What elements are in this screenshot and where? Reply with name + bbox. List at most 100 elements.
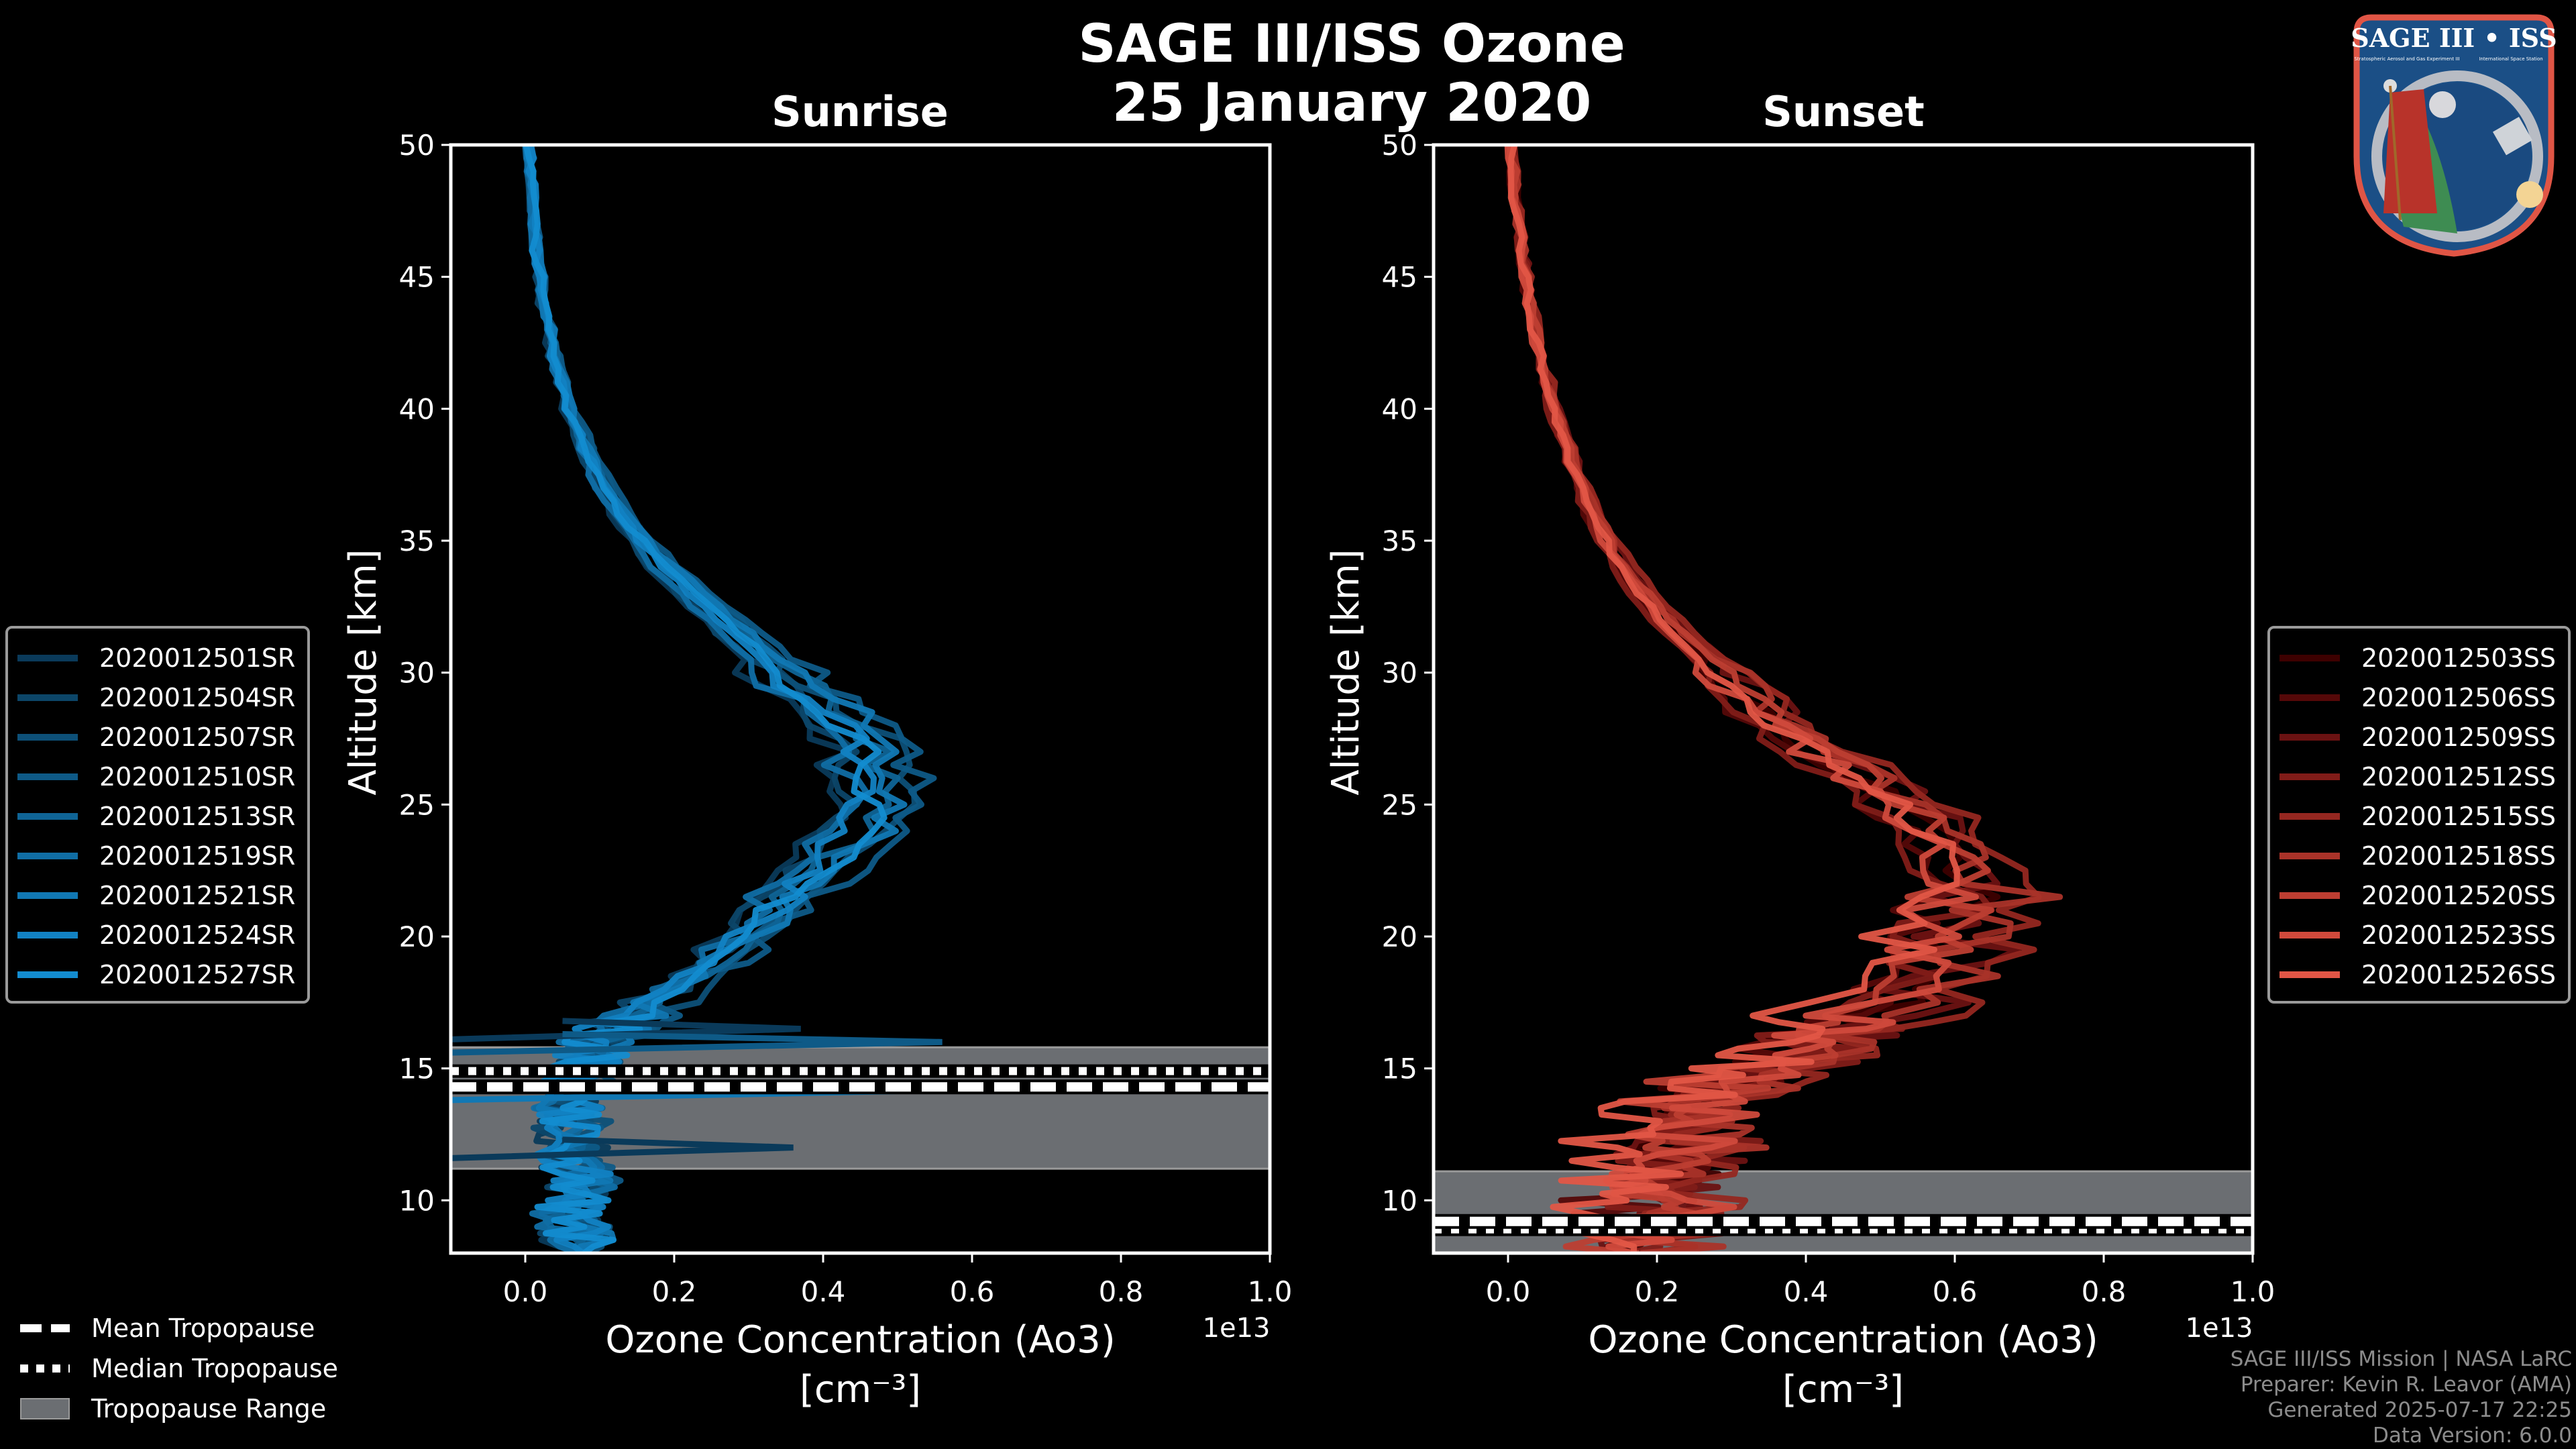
- sun-icon: [2516, 181, 2543, 208]
- legend-line-swatch-icon: [17, 812, 78, 820]
- legend-line-swatch-icon: [17, 971, 78, 978]
- y-tick-label: 35: [399, 525, 435, 557]
- sunset-subplot-title: Sunset: [1762, 87, 1925, 136]
- iss-icon: [2492, 117, 2532, 156]
- y-tick-label: 45: [1382, 261, 1417, 294]
- legend-label: 2020012509SS: [2361, 722, 2557, 752]
- legend-line-swatch-icon: [17, 733, 78, 741]
- legend-label: 2020012515SS: [2361, 801, 2557, 831]
- legend-item-2020012504SR: 2020012504SR: [17, 678, 295, 717]
- legend-item-2020012520SS: 2020012520SS: [2279, 875, 2556, 915]
- sunset-axes: 0.0 0.2 0.4 0.6 0.8 1.0 10 15 20 25 30 35 40 45 50 1e13…: [1324, 129, 2275, 1411]
- legend-label: Median Tropopause: [91, 1354, 338, 1383]
- profile-lines: [451, 145, 980, 1253]
- legend-item-2020012518SS: 2020012518SS: [2279, 836, 2556, 875]
- x-tick-label: 0.0: [503, 1275, 548, 1308]
- y-tick-label: 10: [1382, 1184, 1417, 1217]
- legend-item-2020012521SR: 2020012521SR: [17, 875, 295, 915]
- y-tick-label: 20: [399, 920, 435, 953]
- y-tick-label: 20: [1382, 920, 1417, 953]
- legend-item-2020012510SR: 2020012510SR: [17, 757, 295, 796]
- legend-label: 2020012503SS: [2361, 643, 2557, 673]
- legend-line-swatch-icon: [2279, 892, 2340, 899]
- sage-iii-iss-mission-patch-logo: SAGE III • ISS Stratospheric Aerosol and…: [2351, 14, 2557, 257]
- title-line-2: 25 January 2020: [1112, 73, 1592, 133]
- legend-label: 2020012518SS: [2361, 841, 2557, 871]
- x-tick-label: 1.0: [2231, 1275, 2275, 1308]
- legend-line-swatch-icon: [2279, 654, 2340, 661]
- profile-spike: [451, 1031, 943, 1056]
- credits-preparer: Preparer: Kevin R. Leavor (AMA): [2240, 1373, 2572, 1397]
- legend-label: 2020012513SR: [99, 801, 296, 831]
- legend-item-2020012523SS: 2020012523SS: [2279, 915, 2556, 955]
- y-axis-label: Altitude [km]: [1324, 549, 1368, 795]
- x-tick-label: 0.8: [1099, 1275, 1144, 1308]
- y-tick-label: 50: [399, 129, 435, 162]
- x-scale-offset-label: 1e13: [2186, 1313, 2253, 1344]
- legend-item-2020012513SR: 2020012513SR: [17, 796, 295, 836]
- x-tick-label: 0.2: [652, 1275, 697, 1308]
- x-tick-label: 0.6: [1933, 1275, 1978, 1308]
- logo-ring: [2371, 70, 2543, 242]
- x-tick-label: 0.6: [950, 1275, 995, 1308]
- sunrise-legend: 2020012501SR 2020012504SR 2020012507SR 2020…: [5, 626, 311, 1004]
- y-tick-label: 15: [399, 1053, 435, 1085]
- credits-generated: Generated 2025-07-17 22:25: [2267, 1398, 2572, 1422]
- profile-spike: [451, 1136, 794, 1161]
- x-tick-label: 0.8: [2082, 1275, 2127, 1308]
- tropopause-range-band: [1434, 1170, 2253, 1253]
- profile-lines: [1504, 145, 2063, 1253]
- logo-subtitle-left: Stratospheric Aerosol and Gas Experiment…: [2354, 56, 2459, 62]
- y-tick-label: 45: [399, 261, 435, 294]
- dotted-line-icon: [20, 1364, 70, 1373]
- legend-line-swatch-icon: [2279, 812, 2340, 820]
- legend-label: 2020012521SR: [99, 880, 296, 910]
- legend-line-swatch-icon: [2279, 773, 2340, 780]
- x-tick-label: 0.4: [1784, 1275, 1829, 1308]
- legend-label: 2020012510SR: [99, 761, 296, 792]
- title-line-1: SAGE III/ISS Ozone: [1078, 14, 1625, 74]
- legend-item-2020012524SR: 2020012524SR: [17, 915, 295, 955]
- credits-data-version: Data Version: 6.0.0: [2372, 1424, 2572, 1448]
- legend-label: 2020012512SS: [2361, 761, 2557, 792]
- legend-line-swatch-icon: [17, 892, 78, 899]
- x-tick-label: 0.4: [801, 1275, 846, 1308]
- legend-label: Mean Tropopause: [91, 1313, 315, 1343]
- legend-label: 2020012520SS: [2361, 880, 2557, 910]
- sunrise-subplot-title: Sunrise: [771, 87, 949, 136]
- y-tick-label: 50: [1382, 129, 1417, 162]
- legend-item-2020012519SR: 2020012519SR: [17, 836, 295, 875]
- axes-frame: [449, 143, 1272, 1255]
- y-tick-label: 15: [1382, 1053, 1417, 1085]
- y-tick-label: 10: [399, 1184, 435, 1217]
- profile-line-2020012520SS: [1507, 145, 1994, 1253]
- gray-patch-icon: [20, 1398, 70, 1419]
- legend-line-swatch-icon: [17, 931, 78, 938]
- legend-label: 2020012524SR: [99, 920, 296, 950]
- legend-item-2020012515SS: 2020012515SS: [2279, 796, 2556, 836]
- legend-line-swatch-icon: [2279, 694, 2340, 701]
- legend-item-2020012509SS: 2020012509SS: [2279, 717, 2556, 757]
- legend-label: 2020012504SR: [99, 682, 296, 712]
- y-tick-label: 25: [1382, 788, 1417, 821]
- legend-line-swatch-icon: [17, 654, 78, 661]
- legend-item-2020012527SR: 2020012527SR: [17, 955, 295, 994]
- legend-label: 2020012526SS: [2361, 959, 2557, 989]
- y-tick-label: 40: [399, 392, 435, 425]
- y-tick-label: 35: [1382, 525, 1417, 557]
- sunset-legend: 2020012503SS 2020012506SS 2020012509SS 2020…: [2267, 626, 2571, 1004]
- x-axis-label: Ozone Concentration (Ao3): [1588, 1318, 2098, 1362]
- legend-item-tropopause-range: Tropopause Range: [20, 1389, 338, 1429]
- legend-line-swatch-icon: [17, 773, 78, 780]
- credits-mission: SAGE III/ISS Mission | NASA LaRC: [2230, 1347, 2572, 1371]
- sunrise-axes: 0.0 0.2 0.4 0.6 0.8 1.0 10 15 20 25 30 35 40 45 50 1e13…: [341, 129, 1292, 1411]
- legend-item-median-tropopause: Median Tropopause: [20, 1348, 338, 1389]
- legend-line-swatch-icon: [17, 852, 78, 859]
- legend-line-swatch-icon: [2279, 852, 2340, 859]
- profile-line-2020012526SS: [1507, 145, 1960, 1253]
- legend-item-2020012512SS: 2020012512SS: [2279, 757, 2556, 796]
- y-axis-label: Altitude [km]: [341, 549, 385, 795]
- x-axis-label: Ozone Concentration (Ao3): [605, 1318, 1115, 1362]
- legend-line-swatch-icon: [2279, 931, 2340, 938]
